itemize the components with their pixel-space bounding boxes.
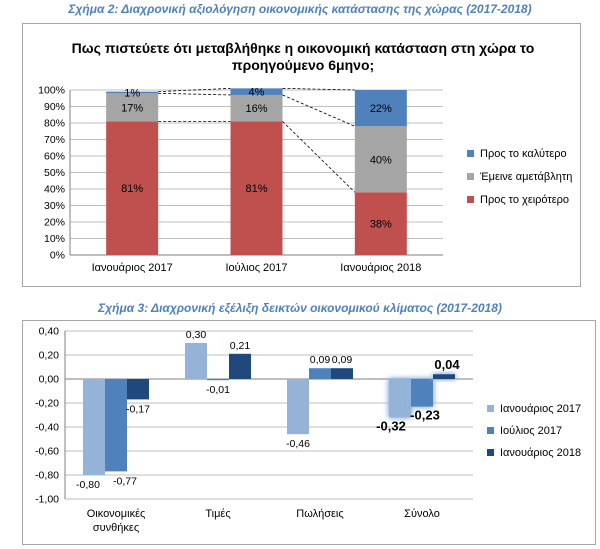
data-label: 4% [249, 87, 265, 99]
bar [433, 374, 455, 379]
stacked-bar-chart-box: Πως πιστεύετε ότι μεταβλήθηκε η οικονομι… [22, 23, 581, 287]
data-label: 0,09 [310, 354, 331, 366]
bar [185, 343, 207, 379]
bar-segment [106, 91, 159, 94]
bar [331, 368, 353, 379]
y-tick-label: 20% [44, 217, 65, 229]
data-label: 0,30 [186, 329, 207, 341]
y-tick-label: 10% [44, 233, 65, 245]
bar [127, 379, 149, 400]
y-tick-label: -0,60 [35, 446, 59, 458]
y-tick-label: 90% [44, 101, 65, 113]
bar-segment [230, 88, 283, 95]
bar-segment [230, 121, 283, 255]
y-tick-label: 50% [44, 167, 65, 179]
bar-segment [230, 94, 283, 122]
data-label: -0,77 [113, 475, 137, 487]
data-label: 0,04 [434, 357, 460, 372]
x-tick-label: Ιανουάριος 2018 [340, 262, 421, 274]
series-line [282, 87, 355, 91]
legend-label: Έμεινε αμετάβλητη [479, 171, 572, 183]
legend-swatch [487, 449, 494, 456]
bar [411, 379, 433, 407]
legend-swatch [467, 173, 474, 180]
bar-segment [106, 93, 159, 122]
series-line [158, 87, 231, 93]
data-label: 81% [245, 183, 267, 195]
y-tick-label: 70% [44, 134, 65, 146]
bar-segment [106, 121, 159, 255]
x-tick-label: Ιούλιος 2017 [225, 262, 287, 274]
x-tick-label: Τιμές [205, 508, 230, 520]
y-tick-label: -0,20 [35, 398, 59, 410]
legend-swatch [487, 405, 494, 412]
y-tick-label: 0% [50, 250, 65, 262]
data-label: 17% [121, 102, 143, 114]
chart-title-line-1: Πως πιστεύετε ότι μεταβλήθηκε η οικονομι… [72, 40, 535, 56]
y-tick-label: 0,20 [39, 350, 60, 362]
x-tick-label: Οικονομικές [87, 508, 146, 520]
bar [287, 379, 309, 435]
y-tick-label: -0,40 [35, 422, 59, 434]
stacked-bar-chart: Πως πιστεύετε ότι μεταβλήθηκε η οικονομι… [38, 40, 572, 274]
legend-label: Προς το χειρότερο [480, 194, 569, 206]
data-label: -0,46 [286, 438, 310, 450]
series-line [282, 94, 355, 127]
data-label: 38% [370, 219, 392, 231]
clustered-bar-chart: -0,80 -0,77-0,170,30-0,010,21-0,460,09 0,0… [35, 326, 581, 535]
y-tick-label: 40% [44, 184, 65, 196]
data-label: 1% [124, 87, 140, 99]
data-label: -0,17 [126, 403, 150, 415]
bar [207, 379, 229, 381]
data-label: 0,21 [230, 340, 251, 352]
bar [229, 353, 251, 379]
y-tick-label: 0,40 [39, 326, 60, 338]
chart-title-line-2: προηγούμενο 6μηνο; [232, 57, 374, 73]
data-label: 40% [370, 154, 392, 166]
figure-3-caption: Σχήμα 3: Διαχρονική εξέλιξη δεικτών οικο… [98, 301, 502, 315]
data-label: -0,23 [410, 408, 440, 423]
bar-segment [354, 90, 407, 127]
data-label: 22% [370, 103, 392, 115]
data-label: 0,09 [332, 354, 353, 366]
y-tick-label: 0,00 [39, 374, 60, 386]
bar [105, 379, 127, 472]
data-label: -0,80 [76, 479, 100, 491]
legend-label: Προς το καλύτερο [480, 148, 567, 160]
legend-swatch [467, 150, 474, 157]
data-label: 16% [245, 103, 267, 115]
bar [83, 379, 105, 475]
legend-swatch [487, 427, 494, 434]
bar-segment [354, 192, 407, 255]
y-tick-label: 100% [38, 85, 65, 97]
bar [389, 379, 411, 418]
y-tick-label: 30% [44, 200, 65, 212]
data-label: -0,32 [376, 418, 406, 433]
bar-segment [354, 126, 407, 193]
legend-label: Ιούλιος 2017 [500, 425, 562, 437]
bar [309, 368, 331, 379]
clustered-bar-chart-box: -0,80 -0,77 -0,17 0,30 -0,01 0,21 -0,46 0,09 0,0… [22, 320, 596, 545]
data-label: 81% [121, 183, 143, 195]
figure-2-caption: Σχήμα 2: Διαχρονική αξιολόγηση οικονομικ… [68, 2, 532, 16]
x-tick-label: Ιανουάριος 2017 [92, 262, 173, 274]
legend-label: Ιανουάριος 2018 [500, 447, 581, 459]
legend-swatch [467, 196, 474, 203]
x-tick-label: Σύνολο [404, 508, 440, 520]
x-tick-label: συνθήκες [93, 522, 139, 534]
y-tick-label: 80% [44, 118, 65, 130]
y-tick-label: -0,80 [35, 470, 59, 482]
data-label: -0,01 [206, 384, 230, 396]
series-line [282, 121, 356, 193]
x-tick-label: Πωλήσεις [296, 508, 343, 520]
y-tick-label: 60% [44, 151, 65, 163]
legend-label: Ιανουάριος 2017 [500, 403, 581, 415]
y-tick-label: -1,00 [35, 494, 59, 506]
series-line [158, 92, 231, 96]
